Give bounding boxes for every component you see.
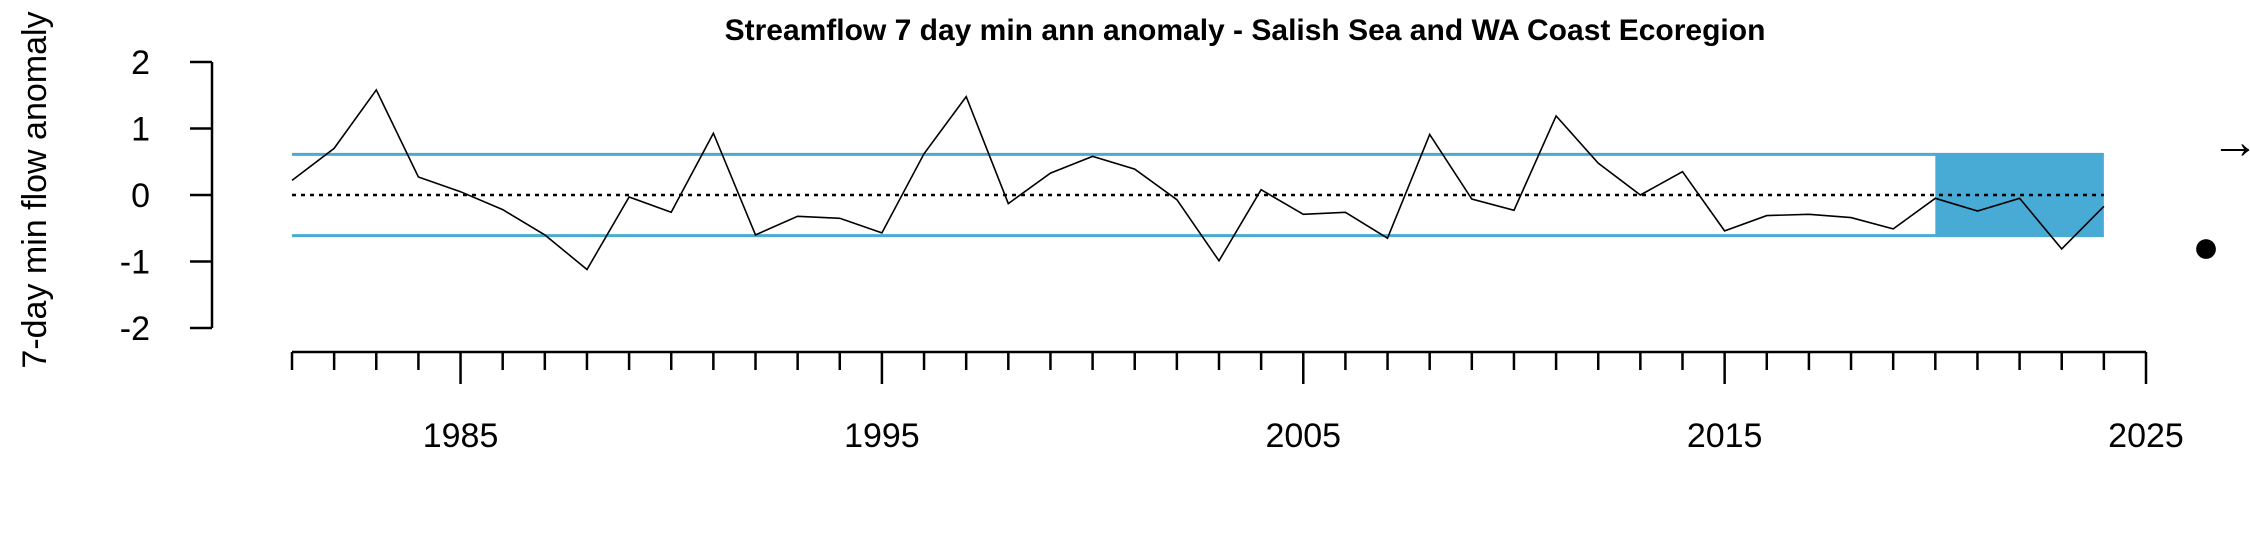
x-tick-label: 1985 bbox=[423, 417, 499, 455]
reference-lines bbox=[292, 152, 2104, 238]
y-tick-label: -2 bbox=[120, 310, 150, 348]
y-tick-label: 1 bbox=[131, 111, 150, 149]
x-tick-label: 2015 bbox=[1687, 417, 1763, 455]
y-tick-label: 0 bbox=[131, 177, 150, 215]
status-dot-icon: ● bbox=[2192, 220, 2220, 272]
x-tick-label: 1995 bbox=[844, 417, 920, 455]
chart-title: Streamflow 7 day min ann anomaly - Salis… bbox=[725, 14, 1766, 47]
series-layer bbox=[291, 88, 2105, 271]
y-tick-label: -1 bbox=[120, 244, 150, 282]
trend-arrow-icon: → bbox=[2211, 116, 2250, 169]
axes: 2 1 0 -1 -2 1985 1995 2005 2015 2025 bbox=[120, 44, 2184, 455]
data-series-line bbox=[291, 88, 2105, 271]
y-axis-label: 7-day min flow anomaly bbox=[16, 11, 54, 368]
y-tick-label: 2 bbox=[131, 44, 150, 82]
x-tick-label: 2005 bbox=[1265, 417, 1341, 455]
symbols: → ● bbox=[2192, 116, 2250, 272]
x-tick-label: 2025 bbox=[2108, 417, 2184, 455]
